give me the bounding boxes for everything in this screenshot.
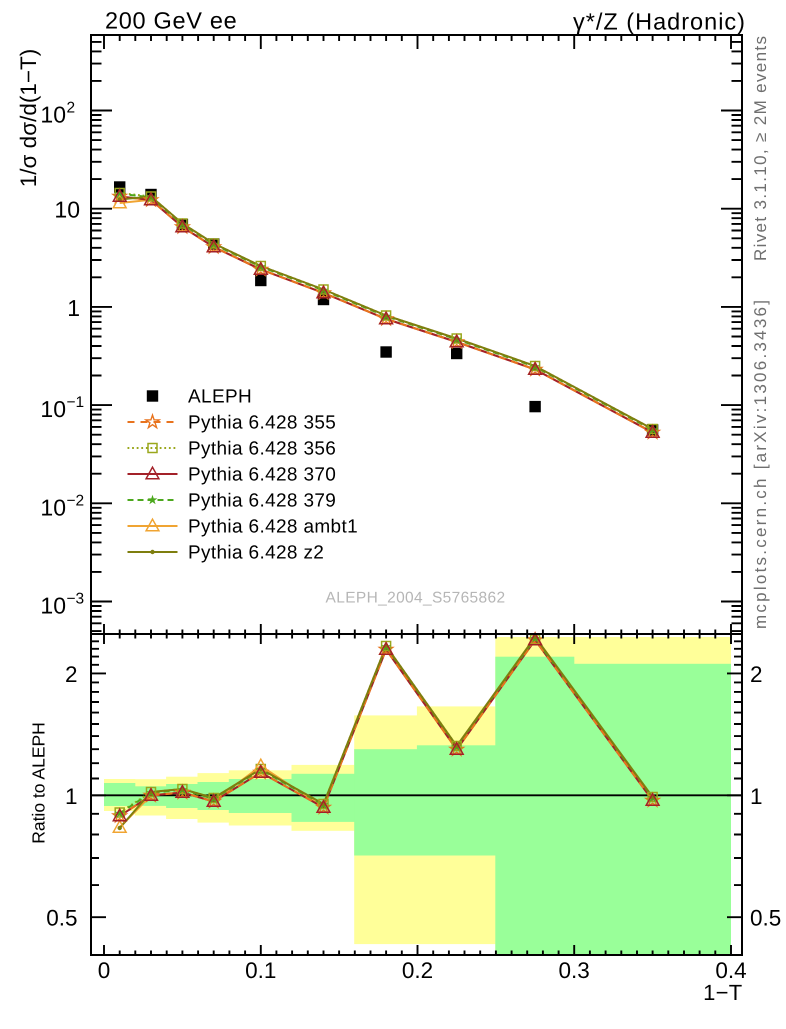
svg-text:10: 10 — [40, 494, 66, 520]
svg-text:10: 10 — [40, 102, 66, 128]
svg-text:10: 10 — [40, 396, 66, 422]
svg-text:−2: −2 — [67, 492, 85, 509]
svg-text:0.5: 0.5 — [46, 906, 77, 931]
svg-text:2: 2 — [65, 662, 78, 687]
svg-text:−1: −1 — [67, 394, 85, 411]
svg-text:0: 0 — [98, 958, 111, 983]
svg-text:2: 2 — [750, 662, 763, 687]
svg-text:1: 1 — [65, 784, 78, 809]
svg-text:1−T: 1−T — [703, 980, 742, 1005]
svg-text:γ*/Z (Hadronic): γ*/Z (Hadronic) — [573, 9, 746, 35]
svg-text:10: 10 — [54, 197, 80, 223]
svg-text:Pythia 6.428 356: Pythia 6.428 356 — [188, 439, 336, 460]
svg-text:mcplots.cern.ch [arXiv:1306.34: mcplots.cern.ch [arXiv:1306.3436] — [751, 300, 770, 629]
svg-text:Pythia 6.428 z2: Pythia 6.428 z2 — [188, 543, 324, 564]
svg-text:0.5: 0.5 — [750, 906, 781, 931]
svg-text:Pythia 6.428 355: Pythia 6.428 355 — [188, 413, 336, 434]
svg-text:200 GeV ee: 200 GeV ee — [105, 8, 237, 34]
svg-text:ALEPH: ALEPH — [188, 387, 252, 408]
svg-text:Rivet 3.1.10, ≥ 2M events: Rivet 3.1.10, ≥ 2M events — [751, 36, 770, 261]
svg-text:0.1: 0.1 — [245, 958, 276, 983]
svg-text:1: 1 — [750, 784, 763, 809]
svg-text:1: 1 — [67, 295, 80, 321]
svg-text:0.2: 0.2 — [402, 958, 433, 983]
svg-text:ALEPH_2004_S5765862: ALEPH_2004_S5765862 — [326, 590, 506, 607]
svg-text:0.4: 0.4 — [715, 958, 746, 983]
svg-text:−3: −3 — [67, 591, 85, 608]
svg-text:Ratio to ALEPH: Ratio to ALEPH — [29, 722, 49, 844]
svg-text:Pythia 6.428 370: Pythia 6.428 370 — [188, 465, 336, 486]
svg-text:2: 2 — [67, 100, 76, 117]
svg-text:Pythia 6.428 379: Pythia 6.428 379 — [188, 491, 336, 512]
svg-text:1/σ dσ/d(1−T): 1/σ dσ/d(1−T) — [16, 49, 41, 187]
svg-text:10: 10 — [40, 593, 66, 619]
svg-text:0.3: 0.3 — [559, 958, 590, 983]
svg-text:Pythia 6.428 ambt1: Pythia 6.428 ambt1 — [188, 517, 358, 538]
